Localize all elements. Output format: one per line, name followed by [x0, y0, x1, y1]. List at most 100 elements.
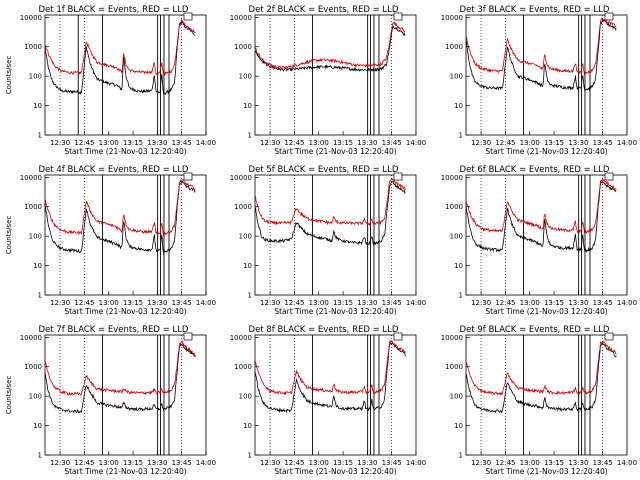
x-tick-label: 13:00: [99, 299, 119, 307]
panel-det-9: Det 9f BLACK = Events, RED = LLD 12:30 12:…: [441, 325, 637, 476]
x-tick-label: 13:30: [147, 299, 167, 307]
y-tick-label: 10: [33, 262, 42, 270]
x-tick-label: 13:15: [123, 299, 143, 307]
legend-box: [183, 332, 193, 341]
x-tick-label: 14:00: [406, 459, 426, 467]
x-tick-label: 13:15: [333, 299, 353, 307]
series-line-lld: [254, 340, 406, 396]
series-line-events: [254, 341, 406, 414]
y-tick-label: 10000: [20, 174, 42, 182]
series-line-events: [44, 180, 196, 256]
legend-box: [604, 172, 614, 181]
x-tick-label: 14:00: [196, 139, 216, 147]
panel-title: Det 4f BLACK = Events, RED = LLD: [39, 165, 189, 175]
y-tick-label: 1: [248, 452, 252, 460]
x-tick-label: 12:30: [260, 299, 280, 307]
x-tick-label: 13:00: [520, 299, 540, 307]
x-tick-label: 13:00: [520, 139, 540, 147]
x-tick-label: 13:30: [568, 299, 588, 307]
x-tick-label: 12:30: [50, 299, 70, 307]
series-line-events: [44, 343, 196, 414]
x-axis-title: Start Time (21-Nov-03 12:20:40): [64, 147, 186, 156]
y-tick-label: 1000: [24, 363, 42, 371]
legend-box: [604, 12, 614, 21]
y-tick-label: 10000: [20, 14, 42, 22]
panel-det-3: Det 3f BLACK = Events, RED = LLD 12:30 12:…: [441, 5, 637, 156]
x-axis-title: Start Time (21-Nov-03 12:20:40): [64, 467, 186, 476]
x-tick-label: 13:45: [593, 139, 613, 147]
panel-title: Det 2f BLACK = Events, RED = LLD: [249, 5, 399, 15]
y-tick-label: 10: [454, 262, 463, 270]
panel-title: Det 9f BLACK = Events, RED = LLD: [460, 325, 610, 335]
series-line-events: [465, 341, 617, 414]
y-tick-label: 1000: [234, 363, 252, 371]
x-tick-label: 13:00: [99, 139, 119, 147]
x-tick-label: 13:30: [357, 139, 377, 147]
x-tick-label: 13:30: [357, 459, 377, 467]
x-tick-label: 13:45: [382, 299, 402, 307]
x-tick-label: 12:45: [74, 299, 94, 307]
plot-frame: [254, 174, 417, 296]
x-tick-label: 13:45: [172, 299, 192, 307]
y-tick-label: 1000: [234, 43, 252, 51]
y-axis-title: Counts/sec: [5, 56, 13, 95]
x-tick-label: 14:00: [196, 459, 216, 467]
x-tick-label: 13:45: [593, 299, 613, 307]
panel-title: Det 3f BLACK = Events, RED = LLD: [460, 5, 610, 15]
plot-frame: [465, 174, 628, 296]
legend-box: [393, 172, 403, 181]
y-tick-label: 100: [450, 73, 463, 81]
y-tick-label: 10000: [441, 334, 463, 342]
y-tick-label: 10000: [441, 174, 463, 182]
y-tick-label: 10: [243, 102, 252, 110]
x-tick-label: 13:30: [147, 139, 167, 147]
y-tick-label: 100: [29, 393, 42, 401]
x-tick-label: 12:30: [471, 459, 491, 467]
plot-frame: [44, 14, 207, 136]
y-tick-label: 1: [38, 132, 42, 140]
x-tick-label: 12:30: [50, 139, 70, 147]
series-line-events: [254, 25, 406, 73]
x-tick-label: 14:00: [617, 299, 637, 307]
y-tick-label: 1: [38, 292, 42, 300]
y-tick-label: 10: [243, 422, 252, 430]
x-tick-label: 12:45: [74, 459, 94, 467]
x-tick-label: 13:00: [520, 459, 540, 467]
y-tick-label: 1000: [445, 43, 463, 51]
y-tick-label: 100: [450, 393, 463, 401]
legend-box: [183, 172, 193, 181]
series-line-events: [465, 181, 617, 254]
y-tick-label: 100: [450, 233, 463, 241]
series-line-lld: [44, 178, 196, 237]
y-tick-label: 1: [459, 132, 463, 140]
y-tick-label: 10: [33, 422, 42, 430]
y-tick-label: 10000: [441, 14, 463, 22]
panel-det-1: Det 1f BLACK = Events, RED = LLD 12:30 12:…: [5, 5, 216, 156]
x-tick-label: 12:45: [74, 139, 94, 147]
y-tick-label: 1: [459, 292, 463, 300]
plot-frame: [254, 334, 417, 456]
plot-frame: [44, 174, 207, 296]
panel-title: Det 6f BLACK = Events, RED = LLD: [460, 165, 610, 175]
x-tick-label: 13:15: [544, 459, 564, 467]
x-tick-label: 13:45: [382, 139, 402, 147]
plot-frame: [465, 14, 628, 136]
x-tick-label: 13:30: [568, 139, 588, 147]
panel-title: Det 7f BLACK = Events, RED = LLD: [39, 325, 189, 335]
x-tick-label: 12:45: [284, 139, 304, 147]
x-tick-label: 13:00: [309, 459, 329, 467]
x-tick-label: 13:45: [172, 139, 192, 147]
y-tick-label: 10: [454, 102, 463, 110]
x-tick-label: 13:45: [382, 459, 402, 467]
x-tick-label: 13:15: [333, 459, 353, 467]
legend-box: [393, 12, 403, 21]
panel-det-2: Det 2f BLACK = Events, RED = LLD 12:30 12:…: [230, 5, 426, 156]
x-tick-label: 13:30: [147, 459, 167, 467]
y-tick-label: 1: [248, 292, 252, 300]
y-tick-label: 10000: [230, 14, 252, 22]
plot-frame: [44, 334, 207, 456]
y-tick-label: 100: [239, 393, 252, 401]
x-axis-title: Start Time (21-Nov-03 12:20:40): [64, 307, 186, 316]
x-axis-title: Start Time (21-Nov-03 12:20:40): [274, 147, 396, 156]
